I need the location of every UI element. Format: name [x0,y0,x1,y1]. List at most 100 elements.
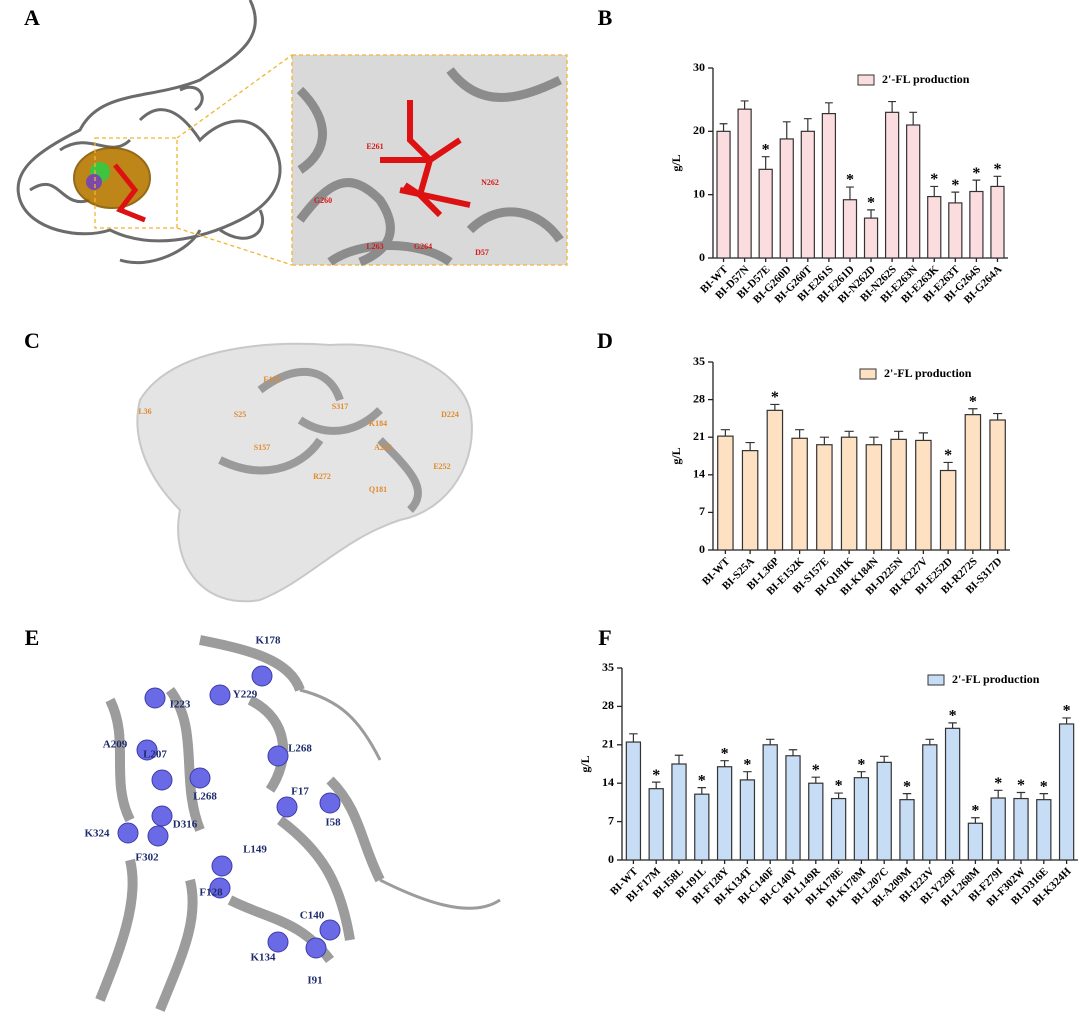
bar [863,217,879,259]
residue-label: I223 [170,699,191,711]
residue-label: L263 [366,242,383,251]
significance-marker: * [1017,777,1025,794]
residue-label: I91 [307,975,322,987]
residue-label: Q181 [369,485,387,494]
legend-swatch [927,674,945,686]
bar [762,744,778,861]
error-bar [674,754,684,764]
error-bar [819,436,829,445]
structure-e [95,635,501,1012]
significance-marker: * [1063,703,1071,720]
residue-label: R272 [313,472,331,481]
sphere [209,684,231,706]
y-tick-label: 30 [693,60,705,74]
bar [779,138,794,259]
error-bar [909,111,918,125]
error-bar [834,792,843,799]
sphere [151,769,173,791]
sphere [276,796,298,818]
y-tick-label: 0 [699,250,705,264]
bar [989,419,1006,551]
residue-label: L36 [138,407,151,416]
sphere [144,687,166,709]
significance-marker: * [857,756,865,773]
y-tick-label: 7 [699,504,705,518]
error-bar [867,209,875,219]
error-bar [795,429,805,439]
error-bar [629,733,638,743]
bar [716,766,733,861]
error-bar [972,179,981,192]
significance-marker: * [743,756,751,773]
error-bar [770,403,780,411]
residue-label: A225 [374,443,392,452]
error-bar [888,100,897,113]
sphere [319,792,341,814]
error-bar [1062,717,1071,724]
significance-marker: * [652,767,660,784]
bar [964,414,982,551]
significance-marker: * [903,778,911,795]
bar [1036,799,1052,861]
sphere [147,825,169,847]
residue-label: Y229 [233,689,258,701]
y-tick-label: 21 [602,737,614,751]
residue-label: S25 [234,410,246,419]
bar [716,130,731,259]
panel-letter: A [24,5,40,30]
y-axis-label: g/L [578,755,592,772]
residue-label: L268 [288,743,312,755]
error-bar [651,781,661,789]
error-bar [902,793,912,800]
legend-label: 2'-FL production [952,672,1040,686]
significance-marker: * [994,775,1002,792]
residue-label: F128 [199,887,223,899]
significance-marker: * [835,778,843,795]
structure-c [136,342,473,603]
error-bar [925,738,935,745]
error-bar [968,408,978,415]
y-tick-label: 35 [693,354,705,368]
residue-label: D57 [475,248,489,257]
residue-label: E252 [433,462,450,471]
significance-marker: * [762,141,770,158]
bar [758,168,773,259]
residue-label: F17 [291,786,309,798]
error-bar [943,461,953,471]
residue-label: F302 [135,852,159,864]
bar [967,822,984,861]
residue-label: L207 [143,749,167,761]
significance-marker: * [944,447,952,464]
error-bar [993,175,1002,187]
bar [842,199,858,259]
error-bar [765,738,775,745]
significance-marker: * [993,161,1001,178]
panel-letter: F [598,625,611,650]
bar [939,469,957,551]
legend-label: 2'-FL production [884,366,972,380]
significance-marker: * [867,195,875,212]
error-bar [930,185,939,197]
error-bar [971,817,980,824]
bar [821,112,837,259]
residue-label: D224 [441,410,459,419]
error-bar [846,186,854,200]
significance-marker: * [971,802,979,819]
bar [808,782,824,861]
error-bar [720,760,729,767]
significance-marker: * [930,171,938,188]
y-tick-label: 14 [693,467,705,481]
bar [816,444,833,551]
bar [1013,797,1029,861]
residue-label: D316 [173,819,198,831]
error-bar [743,771,752,780]
error-bar [948,722,957,729]
significance-marker: * [949,708,957,725]
error-bar [869,436,879,445]
legend-swatch [859,368,877,380]
bar [739,779,756,861]
bar [922,744,938,861]
error-bar [745,441,755,451]
panel-letter: D [597,328,613,353]
error-bar [720,429,730,437]
